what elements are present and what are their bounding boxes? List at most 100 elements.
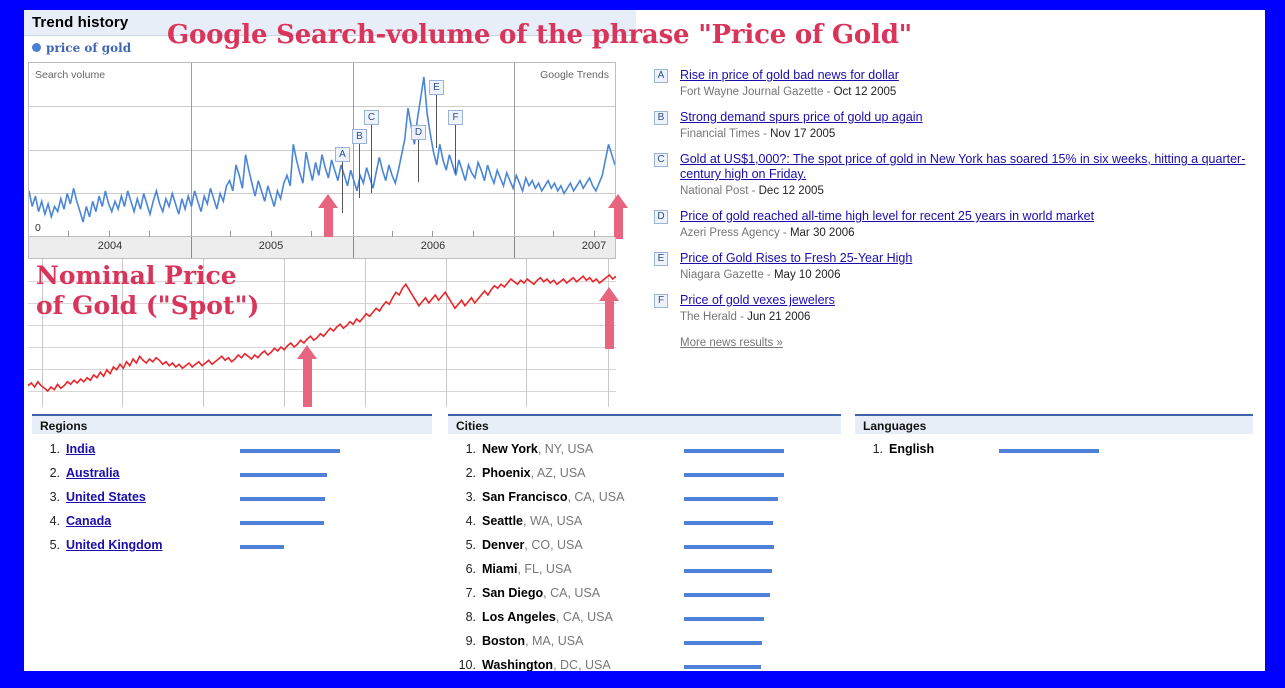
list-rank: 3. [49, 490, 60, 504]
list-item: 9. Boston, MA, USA [448, 632, 841, 656]
highlight-arrow-left-bottom [297, 345, 318, 407]
volume-bar [684, 545, 774, 549]
list-item-link[interactable]: India [66, 442, 96, 456]
news-item: B Strong demand spurs price of gold up ag… [654, 110, 1254, 141]
list-label: Phoenix, AZ, USA [482, 466, 586, 480]
page-title: Trend history [32, 14, 129, 31]
volume-bar [684, 665, 761, 669]
list-rank: 4. [49, 514, 60, 528]
marker-e[interactable]: E [429, 80, 444, 95]
city-region: , CA, USA [543, 586, 601, 600]
cities-list: 1. New York, NY, USA 2. Phoenix, AZ, USA 3. S… [448, 434, 841, 671]
list-rank: 5. [465, 538, 476, 552]
news-badge-e: E [654, 252, 668, 266]
gold-price-line [28, 273, 616, 393]
list-label: Washington, DC, USA [482, 658, 611, 671]
list-label: Denver, CO, USA [482, 538, 583, 552]
list-label: San Francisco, CA, USA [482, 490, 624, 504]
city-region: , DC, USA [553, 658, 611, 671]
news-headline-link[interactable]: Strong demand spurs price of gold up aga… [680, 110, 923, 124]
list-item: 2. Australia [32, 464, 432, 488]
volume-bar [240, 449, 340, 453]
list-item: 3. San Francisco, CA, USA [448, 488, 841, 512]
news-badge-d: D [654, 210, 668, 224]
city-name: New York [482, 442, 538, 456]
list-rank: 10. [458, 658, 476, 671]
list-item-link[interactable]: Australia [66, 466, 120, 480]
news-badge-c: C [654, 153, 668, 167]
more-news-results-link[interactable]: More news results » [680, 337, 783, 349]
search-volume-chart: Search volume Google Trends 0 A B C D E … [28, 62, 628, 239]
city-region: , WA, USA [523, 514, 583, 528]
legend-label: price of gold [46, 40, 132, 55]
news-item: A Rise in price of gold bad news for doll… [654, 68, 1254, 99]
volume-bar [240, 473, 327, 477]
gold-price-chart: Nominal Price of Gold ("Spot") [28, 259, 619, 407]
marker-c[interactable]: C [364, 110, 379, 125]
news-headline-link[interactable]: Price of Gold Rises to Fresh 25-Year Hig… [680, 251, 913, 265]
city-name: San Diego [482, 586, 544, 600]
news-headline-link[interactable]: Gold at US$1,000?: The spot price of gol… [680, 152, 1246, 181]
list-label: United Kingdom [66, 538, 163, 552]
news-headline-link[interactable]: Rise in price of gold bad news for dolla… [680, 68, 899, 82]
overlay-title: Google Search-volume of the phrase "Pric… [167, 20, 913, 50]
news-item: E Price of Gold Rises to Fresh 25-Year Hi… [654, 251, 1254, 282]
y-axis-label: Search volume [35, 69, 106, 81]
city-region: , CO, USA [524, 538, 583, 552]
news-badge-a: A [654, 69, 668, 83]
list-rank: 2. [465, 466, 476, 480]
marker-b[interactable]: B [352, 129, 367, 144]
marker-f[interactable]: F [448, 110, 463, 125]
list-item: 6. Miami, FL, USA [448, 560, 841, 584]
regions-panel: Regions 1. India 2. Australia 3. United State… [32, 414, 432, 560]
page-frame: Trend history Google Search-volume of th… [24, 10, 1265, 671]
list-item-link[interactable]: Canada [66, 514, 112, 528]
cities-panel: Cities 1. New York, NY, USA 2. Phoenix, AZ,… [448, 414, 841, 671]
highlight-arrow-right-top [608, 194, 629, 239]
volume-bar [684, 569, 772, 573]
gold-title-line2: of Gold ("Spot") [36, 291, 260, 320]
volume-bar [684, 473, 784, 477]
highlight-arrow-left-top [318, 194, 339, 239]
city-name: Denver [482, 538, 525, 552]
list-label: New York, NY, USA [482, 442, 593, 456]
list-label: Los Angeles, CA, USA [482, 610, 613, 624]
city-region: , FL, USA [517, 562, 572, 576]
list-item: 5. United Kingdom [32, 536, 432, 560]
list-item-link[interactable]: United Kingdom [66, 538, 163, 552]
list-label: Boston, MA, USA [482, 634, 583, 648]
list-rank: 5. [49, 538, 60, 552]
marker-d[interactable]: D [411, 125, 426, 140]
highlight-arrow-right-bottom [599, 287, 620, 349]
list-rank: 2. [49, 466, 60, 480]
google-trends-watermark: Google Trends [540, 69, 609, 81]
list-label: Australia [66, 466, 120, 480]
city-name: Boston [482, 634, 526, 648]
news-badge-f: F [654, 294, 668, 308]
list-item-link[interactable]: United States [66, 490, 146, 504]
x-tick-2007: 2007 [581, 240, 607, 252]
volume-bar [240, 545, 284, 549]
news-source: Financial Times - Nov 17 2005 [680, 128, 836, 140]
volume-bar [240, 497, 325, 501]
volume-bar [684, 449, 784, 453]
city-name: San Francisco [482, 490, 568, 504]
list-item: 8. Los Angeles, CA, USA [448, 608, 841, 632]
list-label: English [889, 442, 934, 456]
volume-bar [684, 497, 778, 501]
city-region: , NY, USA [537, 442, 594, 456]
marker-stem-d [418, 136, 419, 182]
list-item: 1. New York, NY, USA [448, 440, 841, 464]
list-item: 1. India [32, 440, 432, 464]
regions-title: Regions [32, 414, 432, 434]
regions-list: 1. India 2. Australia 3. United States 4. Canad… [32, 434, 432, 560]
list-rank: 1. [872, 442, 883, 456]
news-headline-link[interactable]: Price of gold vexes jewelers [680, 293, 835, 307]
list-label: San Diego, CA, USA [482, 586, 600, 600]
news-results-list: A Rise in price of gold bad news for doll… [654, 68, 1254, 349]
city-region: , CA, USA [555, 610, 613, 624]
marker-a[interactable]: A [335, 147, 350, 162]
list-item: 4. Canada [32, 512, 432, 536]
news-source: Niagara Gazette - May 10 2006 [680, 269, 841, 281]
news-headline-link[interactable]: Price of gold reached all-time high leve… [680, 209, 1095, 223]
